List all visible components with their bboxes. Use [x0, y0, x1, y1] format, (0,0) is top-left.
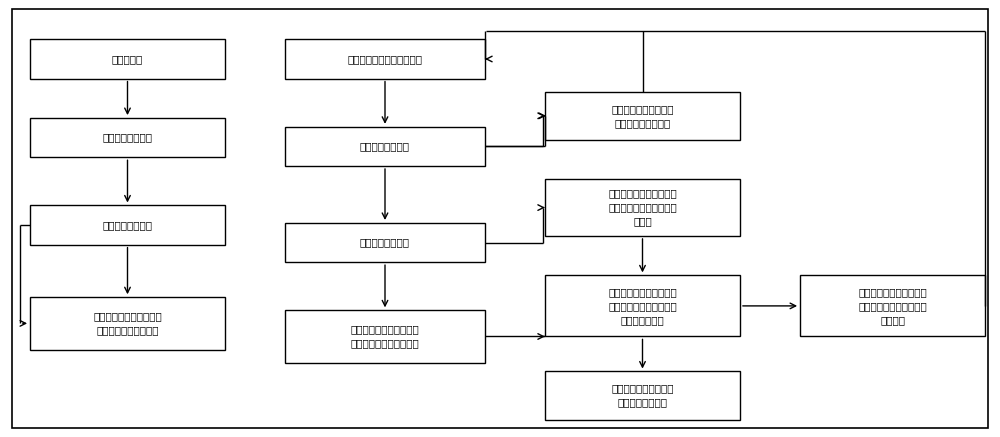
Text: 各生产废水、废气处理废水: 各生产废水、废气处理废水 [348, 54, 422, 64]
Text: 分别进行混凝反应: 分别进行混凝反应 [360, 142, 410, 151]
Text: 各浓缩处理后的干污泥
进行回收综合利用: 各浓缩处理后的干污泥 进行回收综合利用 [611, 384, 674, 407]
Text: 废气处理废水出水混入
到不回收生产废水中: 废气处理废水出水混入 到不回收生产废水中 [611, 104, 674, 128]
Text: 分别进行沉淀处理: 分别进行沉淀处理 [360, 238, 410, 247]
Bar [285, 223, 485, 262]
Bar [545, 371, 740, 420]
Text: 处理后各原料废水出水加
入到相应的生产废水里: 处理后各原料废水出水加 入到相应的生产废水里 [93, 312, 162, 335]
Text: 各生产废水污泥与相应的
原料废水污泥合在一起分
别进行浓缩处理: 各生产废水污泥与相应的 原料废水污泥合在一起分 别进行浓缩处理 [608, 287, 677, 325]
Bar [545, 92, 740, 140]
Bar [285, 39, 485, 79]
Bar [545, 179, 740, 236]
Bar [285, 310, 485, 363]
Bar [545, 275, 740, 336]
Bar [30, 297, 225, 350]
Text: 废气处理废水污泥排入到
不回收生产废水的污泥浓
缩池内: 废气处理废水污泥排入到 不回收生产废水的污泥浓 缩池内 [608, 189, 677, 226]
Text: 各原料废水: 各原料废水 [112, 54, 143, 64]
Bar [285, 127, 485, 166]
Bar [30, 118, 225, 157]
Text: 沉淀处理滤出液通过中间
水池、回用水池进行回收: 沉淀处理滤出液通过中间 水池、回用水池进行回收 [351, 325, 419, 348]
Text: 分别进行混凝反应: 分别进行混凝反应 [103, 133, 152, 142]
Text: 分别进行沉淀处理: 分别进行沉淀处理 [103, 220, 152, 230]
Bar [30, 39, 225, 79]
Bar [30, 205, 225, 245]
Bar [800, 275, 985, 336]
Text: 各生产废水污泥浓缩池的
滤出液分别混入对应的生
产废水中: 各生产废水污泥浓缩池的 滤出液分别混入对应的生 产废水中 [858, 287, 927, 325]
